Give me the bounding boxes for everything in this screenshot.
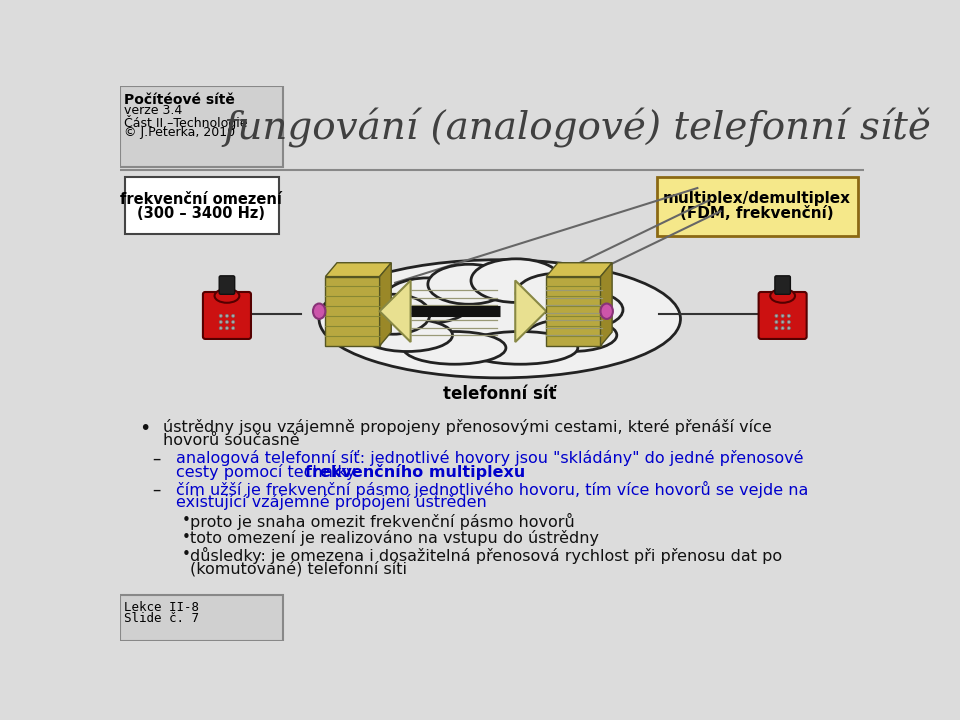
Ellipse shape [787, 327, 790, 330]
Polygon shape [379, 280, 411, 342]
Text: Počítéové sítě: Počítéové sítě [124, 93, 235, 107]
Ellipse shape [516, 274, 598, 313]
Ellipse shape [526, 319, 617, 351]
FancyBboxPatch shape [657, 177, 858, 235]
Text: frekvenčního multiplexu: frekvenčního multiplexu [305, 464, 525, 480]
Polygon shape [516, 280, 546, 342]
Ellipse shape [313, 304, 325, 319]
Ellipse shape [219, 315, 223, 318]
Ellipse shape [231, 320, 234, 323]
Text: Slide č. 7: Slide č. 7 [124, 611, 199, 624]
Ellipse shape [226, 315, 228, 318]
Ellipse shape [775, 315, 778, 318]
Text: •: • [182, 547, 191, 562]
Ellipse shape [214, 289, 239, 303]
Text: čím užší je frekvenční pásmo jednotlivého hovoru, tím více hovorů se vejde na: čím užší je frekvenční pásmo jednotlivéh… [176, 481, 808, 498]
Ellipse shape [787, 320, 790, 323]
Ellipse shape [356, 294, 430, 334]
Text: analogová telefonní síť: jednotlivé hovory jsou "skládány" do jedné přenosové: analogová telefonní síť: jednotlivé hovo… [176, 450, 804, 466]
Ellipse shape [471, 258, 562, 302]
FancyBboxPatch shape [203, 292, 251, 339]
FancyBboxPatch shape [546, 276, 601, 346]
Text: •: • [182, 530, 191, 545]
Text: (FDM, frekvenční): (FDM, frekvenční) [681, 206, 834, 221]
Text: Část II.–Technologie: Část II.–Technologie [124, 115, 248, 130]
Text: existující vzájemné propojení ústrěden: existující vzájemné propojení ústrěden [176, 495, 487, 510]
Ellipse shape [219, 327, 223, 330]
Ellipse shape [781, 320, 784, 323]
Ellipse shape [463, 331, 578, 364]
Polygon shape [325, 263, 392, 276]
Ellipse shape [226, 327, 228, 330]
Ellipse shape [362, 319, 452, 351]
Ellipse shape [549, 292, 623, 328]
Ellipse shape [219, 320, 223, 323]
Ellipse shape [383, 278, 473, 323]
Text: –: – [153, 481, 161, 499]
Text: frekvenční omezení: frekvenční omezení [120, 192, 282, 207]
Text: multiplex/demultiplex: multiplex/demultiplex [663, 191, 852, 206]
Text: Lekce II-8: Lekce II-8 [124, 600, 199, 613]
Text: hovorů současně: hovorů současně [162, 433, 300, 448]
Ellipse shape [787, 315, 790, 318]
Ellipse shape [226, 320, 228, 323]
Text: toto omezení je realizováno na vstupu do ústrědny: toto omezení je realizováno na vstupu do… [190, 530, 599, 546]
Ellipse shape [770, 289, 795, 303]
Polygon shape [546, 263, 612, 276]
Text: (komutované) telefonní síti: (komutované) telefonní síti [190, 561, 407, 576]
FancyBboxPatch shape [325, 276, 379, 346]
Text: ústrědny jsou vzájemně propojeny přenosovými cestami, které přenáší více: ústrědny jsou vzájemně propojeny přenoso… [162, 419, 772, 435]
Ellipse shape [231, 315, 234, 318]
FancyBboxPatch shape [125, 177, 278, 234]
Text: © J.Peterka, 2010: © J.Peterka, 2010 [124, 126, 235, 139]
Text: (300 – 3400 Hz): (300 – 3400 Hz) [137, 206, 265, 221]
FancyBboxPatch shape [120, 86, 283, 167]
Text: –: – [153, 450, 161, 468]
Text: důsledky: je omezena i dosažitelná přenosová rychlost při přenosu dat po: důsledky: je omezena i dosažitelná přeno… [190, 547, 781, 564]
FancyBboxPatch shape [775, 276, 790, 294]
Text: fungování (analogové) telefonní sítě: fungování (analogové) telefonní sítě [224, 108, 931, 148]
FancyBboxPatch shape [120, 595, 283, 641]
FancyBboxPatch shape [219, 276, 234, 294]
Ellipse shape [428, 264, 510, 305]
Ellipse shape [319, 260, 681, 378]
Text: telefonní síť: telefonní síť [443, 385, 557, 403]
Text: verze 3.4: verze 3.4 [124, 104, 182, 117]
Ellipse shape [231, 327, 234, 330]
Ellipse shape [403, 331, 506, 364]
Text: •: • [182, 513, 191, 528]
Ellipse shape [781, 315, 784, 318]
Ellipse shape [775, 327, 778, 330]
Polygon shape [601, 263, 612, 346]
Ellipse shape [775, 320, 778, 323]
Text: cesty pomocí techniky: cesty pomocí techniky [176, 464, 361, 480]
Text: •: • [139, 419, 151, 438]
Text: proto je snaha omezit frekvenční pásmo hovorů: proto je snaha omezit frekvenční pásmo h… [190, 513, 574, 530]
Ellipse shape [781, 327, 784, 330]
FancyBboxPatch shape [758, 292, 806, 339]
Polygon shape [379, 263, 392, 346]
Ellipse shape [601, 304, 612, 319]
